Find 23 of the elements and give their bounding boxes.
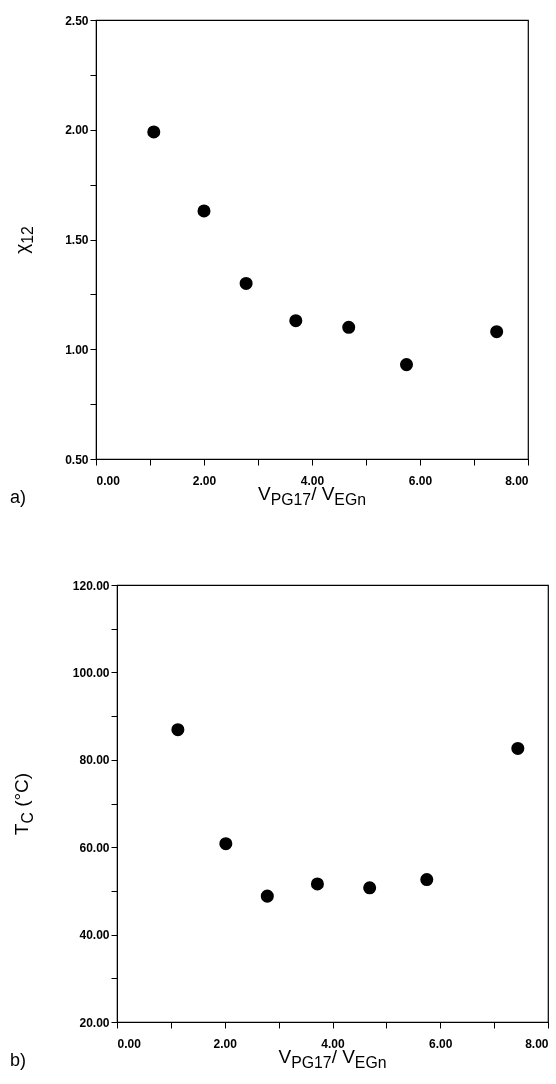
- y-tick-label: 2.00: [65, 123, 89, 138]
- x-tick-label: 4.00: [300, 473, 325, 488]
- y-tick-label: 80.00: [79, 753, 110, 768]
- text: b): [10, 1050, 27, 1071]
- x-tick-label: 6.00: [429, 1036, 453, 1051]
- y-tick-label: 40.00: [79, 928, 110, 943]
- y-tick-label: 0.50: [65, 452, 89, 467]
- x-tick-label: 4.00: [321, 1036, 345, 1051]
- y-tick-label: 120.00: [72, 578, 110, 593]
- y-tick-label: 2.50: [65, 13, 89, 28]
- y-tick-label: 20.00: [79, 1015, 110, 1030]
- y-tick-label: 1.50: [65, 233, 89, 247]
- x-tick-label: 0.00: [96, 473, 121, 488]
- y-tick-label: 100.00: [72, 665, 110, 680]
- x-tick-label: 8.00: [525, 1036, 549, 1051]
- y-tick-label: 1.00: [65, 342, 89, 357]
- x-tick-label: 0.00: [117, 1036, 142, 1051]
- x-tick-label: 2.00: [192, 473, 217, 488]
- y-tick-label: 60.00: [79, 840, 110, 855]
- text: a): [10, 487, 27, 508]
- x-tick-label: 2.00: [213, 1036, 238, 1051]
- x-tick-label: 6.00: [408, 473, 433, 488]
- x-tick-label: 8.00: [505, 473, 529, 488]
